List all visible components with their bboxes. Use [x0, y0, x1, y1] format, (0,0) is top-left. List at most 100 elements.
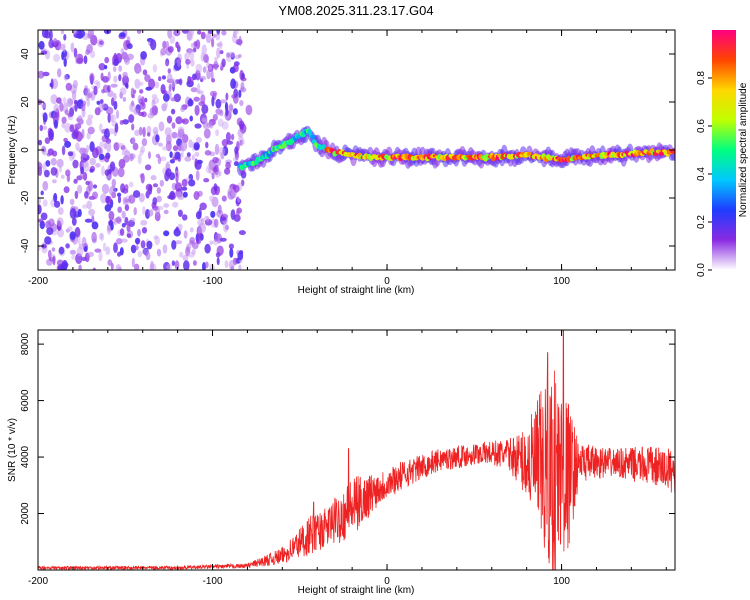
- spectrogram-noise-blob: [190, 87, 198, 93]
- y-tick-label: -40: [20, 238, 31, 253]
- spectrogram-noise-blob: [201, 44, 207, 55]
- snr-series-line: [38, 330, 675, 570]
- spectrogram-noise-blob: [175, 172, 179, 184]
- spectrogram-noise-blob: [144, 97, 148, 103]
- spectrogram-noise-blob: [134, 78, 141, 89]
- snr-ylabel: SNR (10 * v/v): [7, 418, 18, 482]
- spectrogram-noise-blob: [184, 156, 192, 162]
- spectrogram-noise-blob: [211, 96, 215, 107]
- spectrogram-noise-blob: [152, 197, 158, 206]
- spectrogram-noise-blob: [156, 248, 162, 257]
- spectrogram-noise-blob: [104, 204, 112, 212]
- spectrogram-noise-blob: [194, 104, 200, 116]
- spectrogram-noise-blob: [170, 78, 177, 88]
- spectrogram-noise-blob: [161, 75, 166, 80]
- spectrogram-noise-blob: [165, 134, 172, 145]
- spectrogram-noise-blob: [204, 243, 211, 254]
- spectrogram-noise-blob: [156, 195, 162, 203]
- spectrogram-noise-blob: [145, 190, 150, 199]
- spectrogram-noise-blob: [137, 154, 142, 165]
- spectrogram-noise-blob: [137, 228, 141, 237]
- spectrogram-noise-blob: [205, 141, 209, 149]
- spectrogram-noise-blob: [193, 142, 200, 150]
- colorbar-tick-label: 0.6: [696, 119, 707, 133]
- spectrogram-noise-blob: [82, 204, 88, 209]
- spectrogram-noise-blob: [38, 246, 41, 251]
- spectrogram-noise-blob: [173, 30, 181, 37]
- spectrogram-noise-blob: [100, 165, 105, 176]
- spectrogram-noise-blob: [75, 131, 83, 142]
- spectrogram-noise-blob: [66, 174, 71, 183]
- spectrogram-noise-blob: [237, 251, 244, 261]
- spectrogram-noise-blob: [46, 227, 54, 236]
- spectrogram-noise-blob: [177, 209, 183, 217]
- spectrogram-noise-blob: [113, 142, 120, 151]
- spectrogram-noise-blob: [44, 169, 50, 178]
- spectrogram-noise-blob: [113, 242, 118, 253]
- spectrogram-noise-blob: [215, 129, 220, 137]
- spectrogram-noise-blob: [38, 162, 43, 170]
- spectrogram-noise-blob: [64, 140, 72, 148]
- spectrogram-noise-blob: [180, 140, 188, 152]
- spectrogram-noise-blob: [58, 246, 65, 255]
- spectrogram-noise-blob: [174, 190, 182, 198]
- spectrogram-noise-blob: [51, 150, 58, 157]
- spectrogram-noise-blob: [81, 236, 87, 248]
- spectrogram-noise-blob: [84, 85, 89, 96]
- spectrogram-noise-blob: [39, 124, 44, 132]
- spectrogram-noise-blob: [99, 147, 103, 155]
- spectrogram-noise-blob: [133, 263, 140, 270]
- spectrogram-noise-blob: [204, 150, 212, 156]
- spectrogram-noise-blob: [141, 227, 148, 234]
- colorbar-tick-label: 0.4: [696, 167, 707, 181]
- spectrogram-noise-blob: [89, 158, 96, 166]
- spectrogram-noise-blob: [116, 238, 123, 245]
- colorbar-tick-label: 0.0: [696, 263, 707, 277]
- spectrogram-noise-blob: [152, 205, 159, 211]
- spectrogram-noise-blob: [113, 218, 117, 226]
- spectrogram-noise-blob: [203, 53, 209, 64]
- spectrogram-noise-blob: [120, 48, 125, 54]
- spectrogram-noise-blob: [212, 156, 219, 164]
- spectrogram-noise-blob: [131, 257, 135, 268]
- spectrogram-noise-blob: [47, 249, 52, 259]
- spectrogram-noise-blob: [120, 238, 128, 243]
- spectrogram-noise-blob: [112, 66, 117, 73]
- spectrogram-noise-blob: [124, 184, 129, 191]
- spectrogram-noise-blob: [164, 101, 168, 108]
- spectrogram-noise-blob: [69, 231, 76, 240]
- spectrogram-noise-blob: [139, 173, 144, 179]
- spectrogram-noise-blob: [105, 246, 111, 256]
- spectrogram-noise-blob: [126, 223, 131, 232]
- spectrogram-noise-blob: [191, 242, 199, 250]
- spectrogram-noise-blob: [146, 125, 152, 135]
- spectrogram-noise-blob: [189, 240, 194, 246]
- spectrogram-noise-blob: [104, 155, 110, 163]
- spectrogram-noise-blob: [196, 30, 202, 35]
- spectrogram-noise-blob: [82, 100, 87, 107]
- spectrogram-noise-blob: [104, 56, 110, 64]
- spectrogram-noise-blob: [118, 65, 123, 72]
- spectrogram-noise-blob: [193, 47, 197, 53]
- spectrogram-noise-blob: [117, 251, 122, 257]
- spectrogram-noise-blob: [225, 161, 231, 170]
- colorbar: 0.0 0.2 0.4 0.6 0.8 Normalized spectral ampl…: [696, 30, 749, 277]
- spectrogram-noise-blob: [114, 122, 119, 133]
- spectrogram-noise-blob: [179, 251, 184, 258]
- spectrogram-noise-blob: [220, 216, 227, 221]
- spectrogram-noise-blob: [81, 256, 87, 262]
- spectrogram-noise-blob: [69, 124, 75, 133]
- spectrogram-noise-blob: [60, 30, 65, 35]
- spectrogram-noise-blob: [195, 170, 200, 181]
- spectrogram-noise-blob: [50, 94, 58, 105]
- spectrogram-noise-blob: [57, 207, 64, 216]
- spectrogram-noise-blob: [59, 102, 64, 112]
- spectrogram-noise-blob: [138, 111, 145, 117]
- spectrogram-noise-blob: [146, 132, 151, 137]
- spectrogram-noise-blob: [91, 221, 99, 230]
- spectrogram-noise-blob: [104, 128, 110, 139]
- spectrogram-noise-blob: [167, 46, 174, 53]
- spectrogram-noise-blob: [65, 82, 73, 91]
- spectrogram-noise-blob: [77, 208, 82, 218]
- spectrogram-noise-blob: [105, 106, 114, 115]
